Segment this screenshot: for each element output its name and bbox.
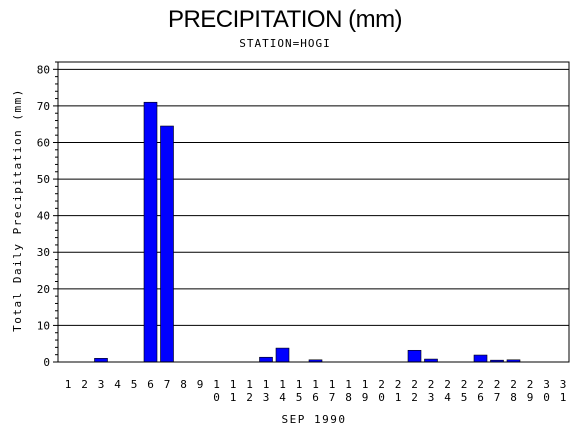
x-tick-label: 3 bbox=[98, 378, 105, 391]
x-tick-label: 8 bbox=[180, 378, 187, 391]
x-tick-label: 5 bbox=[131, 378, 138, 391]
y-tick-label: 70 bbox=[37, 100, 50, 113]
x-tick-label: 2 bbox=[81, 378, 88, 391]
bar-day-6 bbox=[143, 101, 158, 363]
x-axis-label: SEP 1990 bbox=[282, 413, 347, 426]
bar-day-22 bbox=[407, 349, 422, 363]
x-tick-label: 7 bbox=[164, 378, 171, 391]
x-tick-label: 4 bbox=[114, 378, 121, 391]
y-tick-label: 20 bbox=[37, 283, 50, 296]
bar-day-14 bbox=[275, 347, 290, 363]
bar-day-26 bbox=[473, 354, 488, 363]
y-axis: 0 10 20 30 40 50 60 70 80 bbox=[37, 61, 58, 369]
x-tick-label: 6 bbox=[147, 378, 154, 391]
bar-day-7 bbox=[160, 125, 174, 363]
x-axis: 1 2 3 4 5 6 7 8 9 1 01 11 21 31 41 51 61 71 81 92 02 12 22 32 42… bbox=[65, 378, 567, 404]
y-axis-label: Total Daily Precipitation (mm) bbox=[11, 88, 24, 332]
y-tick-label: 30 bbox=[37, 246, 50, 259]
x-tick-label: 9 bbox=[197, 378, 204, 391]
plot-frame bbox=[57, 61, 570, 363]
y-tick-label: 80 bbox=[37, 63, 50, 76]
y-tick-label: 60 bbox=[37, 136, 50, 149]
y-tick-label: 50 bbox=[37, 173, 50, 186]
y-tick-label: 0 bbox=[43, 356, 50, 369]
bar-day-13 bbox=[259, 356, 273, 363]
chart-title: PRECIPITATION (mm) bbox=[167, 6, 403, 33]
bar-day-3 bbox=[94, 358, 108, 363]
x-tick-label: 1 bbox=[65, 378, 72, 391]
chart-subtitle: STATION=HOGI bbox=[239, 37, 331, 50]
y-tick-label: 40 bbox=[37, 210, 50, 223]
y-tick-label: 10 bbox=[37, 319, 50, 332]
grid-lines bbox=[58, 68, 569, 326]
bars bbox=[94, 101, 521, 363]
